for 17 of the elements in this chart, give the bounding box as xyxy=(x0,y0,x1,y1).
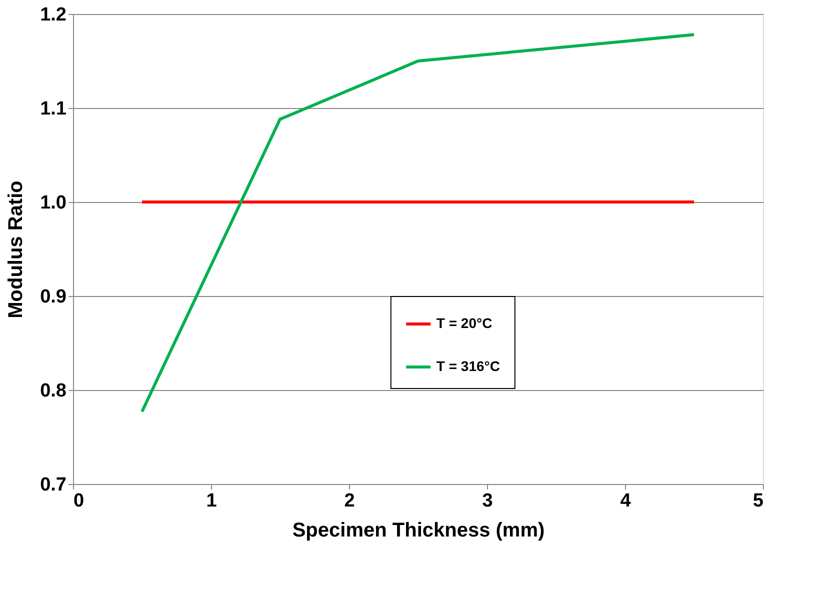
line-series xyxy=(140,33,696,414)
x-axis-title: Specimen Thickness (mm) xyxy=(292,520,545,542)
y-tick-label: 1.0 xyxy=(40,192,66,214)
x-tick-label: 3 xyxy=(482,490,493,512)
y-tick-label: 1.1 xyxy=(40,98,67,120)
x-tick-label: 4 xyxy=(620,490,632,512)
legend-label: T = 20°C xyxy=(436,315,492,331)
legend-label: T = 316°C xyxy=(436,358,500,374)
x-tick-label: 0 xyxy=(74,490,84,512)
y-tick-label: 0.8 xyxy=(40,380,66,402)
y-tick-label: 0.7 xyxy=(40,474,66,496)
x-tick-label: 5 xyxy=(752,490,764,512)
x-tick-label: 2 xyxy=(344,490,355,512)
x-tick-label: 1 xyxy=(206,490,218,512)
y-tick-label: 1.2 xyxy=(40,4,66,26)
y-axis-title: Modulus Ratio xyxy=(5,180,28,318)
y-tick-label: 0.9 xyxy=(40,286,66,308)
